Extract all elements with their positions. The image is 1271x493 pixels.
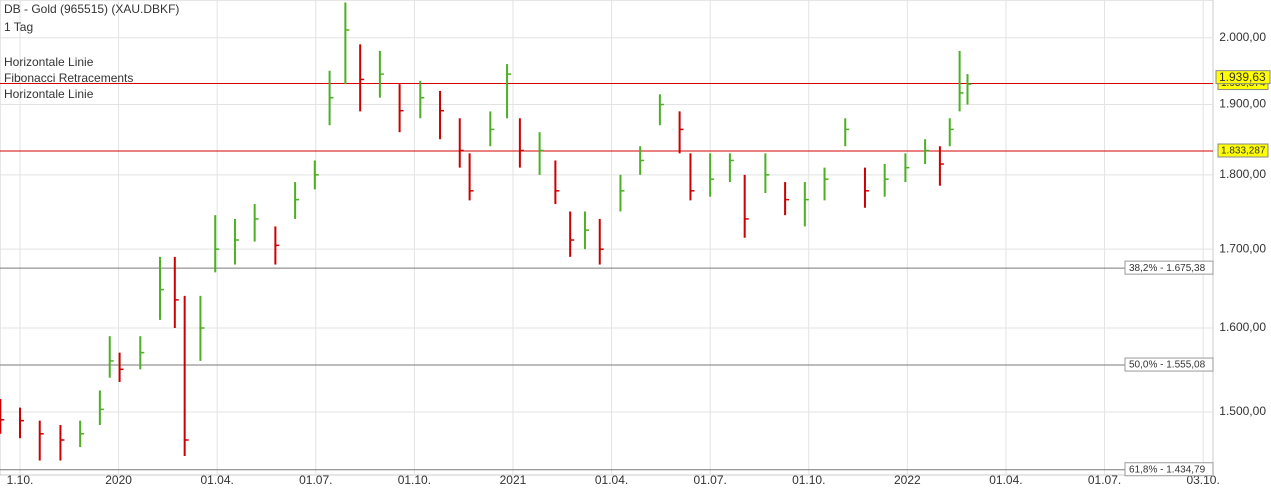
fib-label-box bbox=[1124, 462, 1214, 477]
x-tick-label: 03.10. bbox=[1186, 473, 1219, 487]
legend-entry: Horizontale Linie bbox=[4, 55, 94, 69]
y-tick-label: 1.700,00 bbox=[1219, 241, 1266, 255]
x-tick-label: 2020 bbox=[105, 473, 132, 487]
fib-label-box bbox=[1124, 357, 1214, 372]
y-tick-label: 1.900,00 bbox=[1219, 97, 1266, 111]
price-label-box bbox=[1217, 143, 1269, 158]
price-label: 1.833,287 bbox=[1221, 146, 1266, 157]
y-tick-label: 1.600,00 bbox=[1219, 320, 1266, 334]
y-tick-label: 2.000,00 bbox=[1219, 30, 1266, 44]
y-tick-label: 1.800,00 bbox=[1219, 167, 1266, 181]
x-tick-label: 01.10. bbox=[398, 473, 431, 487]
fib-label-box bbox=[1124, 260, 1214, 275]
x-tick-label: 2022 bbox=[894, 473, 921, 487]
legend-entry: Fibonacci Retracements bbox=[4, 71, 133, 85]
x-tick-label: 01.04. bbox=[989, 473, 1022, 487]
last-price-box bbox=[1215, 70, 1271, 85]
y-tick-label: 1.500,00 bbox=[1219, 404, 1266, 418]
fib-label: 38,2% - 1.675,38 bbox=[1129, 263, 1206, 274]
chart-subtitle: 1 Tag bbox=[4, 20, 33, 34]
legend-entry: Horizontale Linie bbox=[4, 87, 94, 101]
x-tick-label: 01.07. bbox=[693, 473, 726, 487]
x-tick-label: 2021 bbox=[500, 473, 527, 487]
plot-area bbox=[0, 0, 1214, 476]
last-price-label: 1.939,63 bbox=[1219, 70, 1266, 84]
x-tick-label: 01.10. bbox=[792, 473, 825, 487]
x-tick-label: 01.04. bbox=[595, 473, 628, 487]
x-tick-label: 1.10. bbox=[7, 473, 34, 487]
chart-title: DB - Gold (965515) (XAU.DBKF) bbox=[4, 2, 179, 16]
x-tick-label: 01.04. bbox=[201, 473, 234, 487]
x-tick-label: 01.07. bbox=[1088, 473, 1121, 487]
x-tick-label: 01.07. bbox=[299, 473, 332, 487]
fib-label: 61,8% - 1.434,79 bbox=[1129, 464, 1206, 475]
fib-label: 50,0% - 1.555,08 bbox=[1129, 360, 1206, 371]
